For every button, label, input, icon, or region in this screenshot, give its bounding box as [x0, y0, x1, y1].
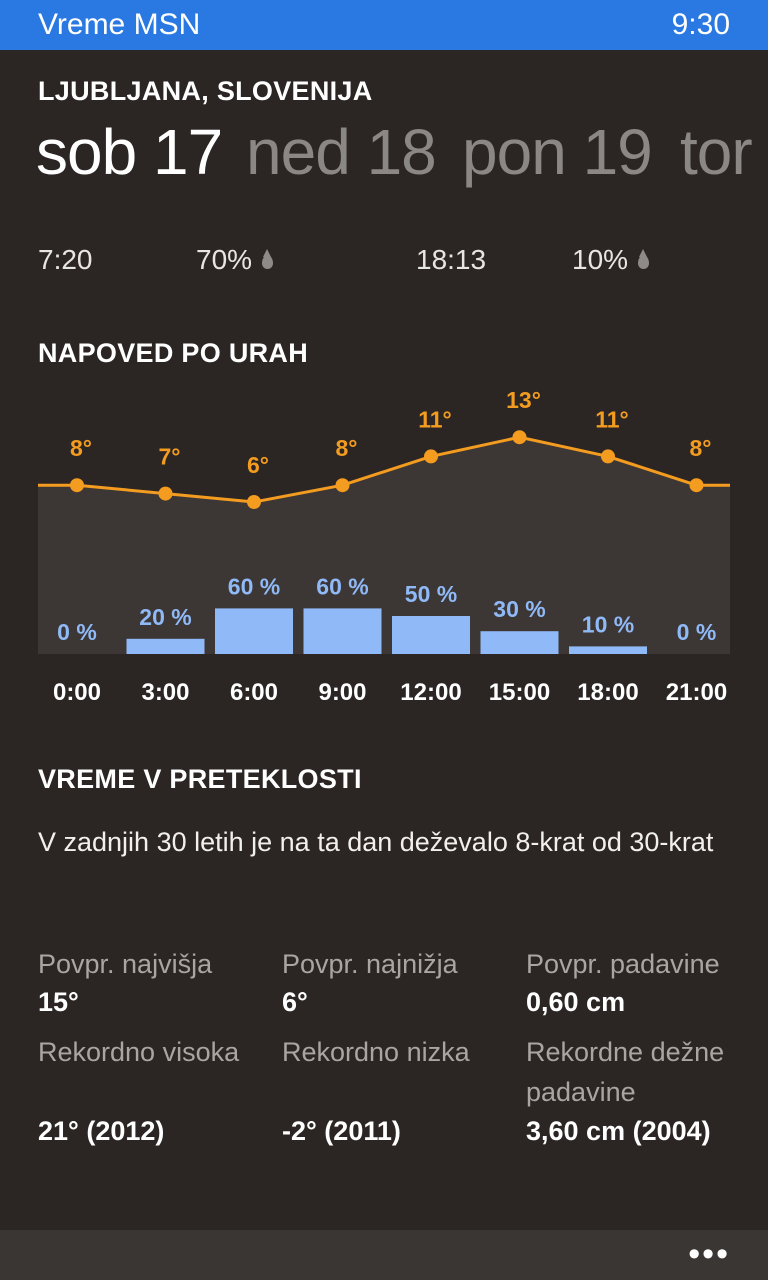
status-bar: Vreme MSN 9:30	[0, 0, 768, 50]
precip-label: 20 %	[139, 604, 191, 630]
temperature-point	[247, 495, 261, 509]
raindrop-icon	[638, 249, 650, 269]
precip-bar	[126, 638, 205, 654]
location-title: LJUBLJANA, SLOVENIJA	[38, 76, 373, 106]
temperature-point	[689, 478, 704, 493]
temperature-label: 8°	[70, 435, 92, 461]
precip-bar	[569, 646, 647, 654]
precip-label: 60 %	[316, 573, 368, 599]
avg-precip-label: Povpr. padavine	[526, 949, 720, 979]
hourly-forecast-title: NAPOVED PO URAH	[38, 338, 309, 368]
hour-label: 15:00	[489, 679, 550, 706]
temperature-point	[158, 486, 173, 501]
precip-label: 60 %	[228, 573, 280, 599]
history-description: V zadnjih 30 letih je na ta dan deževalo…	[38, 827, 714, 857]
temperature-label: 8°	[336, 435, 358, 461]
temperature-area	[38, 437, 730, 654]
avg-low-value: 6°	[282, 987, 308, 1017]
temperature-label: 7°	[159, 444, 181, 470]
precip-label: 50 %	[405, 581, 457, 607]
sunset-precip-value: 10%	[572, 244, 629, 275]
avg-low-label: Povpr. najnižja	[282, 949, 458, 979]
temperature-line	[38, 435, 730, 504]
day-tab-sat[interactable]: sob 17	[36, 116, 223, 188]
temperature-label: 13°	[506, 387, 541, 413]
hour-label: 18:00	[577, 679, 638, 706]
temperature-label: 11°	[595, 406, 629, 432]
app-title: Vreme MSN	[38, 8, 201, 41]
temperature-point	[335, 478, 350, 493]
sunrise-precip-value: 70%	[196, 244, 253, 275]
avg-high-label: Povpr. najvišja	[38, 949, 213, 979]
avg-high-value: 15°	[38, 987, 79, 1017]
temperature-point	[424, 449, 438, 464]
temperature-label: 11°	[418, 406, 452, 432]
hour-label: 12:00	[400, 679, 461, 706]
more-options-button[interactable]: •••	[688, 1235, 730, 1273]
temperature-label: 6°	[247, 452, 269, 478]
precip-bar	[215, 608, 293, 654]
hour-label: 6:00	[230, 679, 278, 706]
clock: 9:30	[671, 8, 730, 41]
record-high-label: Rekordno visoka	[38, 1037, 240, 1067]
record-rain-label: Rekordne dežne padavine	[526, 1037, 725, 1107]
sunrise-time: 7:20	[38, 244, 93, 275]
avg-precip-value: 0,60 cm	[526, 987, 626, 1017]
temperature-point	[70, 478, 84, 493]
precip-bar	[392, 616, 470, 654]
temperature-point	[601, 449, 615, 464]
app-bar: •••	[0, 1230, 768, 1280]
record-low-label: Rekordno nizka	[282, 1037, 470, 1067]
day-tab-sun[interactable]: ned 18	[246, 116, 437, 188]
sunset-time: 18:13	[416, 244, 487, 275]
day-tab-tue[interactable]: tor	[680, 116, 753, 188]
temperature-label: 8°	[690, 435, 712, 461]
hour-label: 9:00	[318, 679, 366, 706]
precip-label: 0 %	[677, 619, 717, 645]
precip-bar	[303, 608, 382, 654]
precip-label: 30 %	[493, 596, 545, 622]
precip-label: 10 %	[582, 611, 634, 637]
record-high-value: 21° (2012)	[38, 1116, 165, 1146]
precip-label: 0 %	[57, 619, 97, 645]
hour-label: 0:00	[53, 679, 101, 706]
hourly-chart: 0 % 20 % 60 % 60 % 50 % 30 % 10 % 0 % 8° 7° 6° 8° 11…	[38, 387, 730, 706]
record-rain-value: 3,60 cm (2004)	[526, 1116, 711, 1146]
raindrop-icon	[262, 249, 274, 269]
day-pivot: sob 17 ned 18 pon 19 tor	[36, 112, 768, 192]
record-low-value: -2° (2011)	[282, 1116, 401, 1146]
hour-label: 3:00	[141, 679, 189, 706]
day-tab-mon[interactable]: pon 19	[462, 116, 653, 188]
temperature-point	[512, 430, 527, 445]
history-title: VREME V PRETEKLOSTI	[38, 764, 362, 794]
precip-bar	[480, 631, 559, 654]
hour-label: 21:00	[666, 679, 727, 706]
sunset-precip: 10%	[572, 244, 650, 276]
sunrise-precip: 70%	[196, 244, 274, 276]
